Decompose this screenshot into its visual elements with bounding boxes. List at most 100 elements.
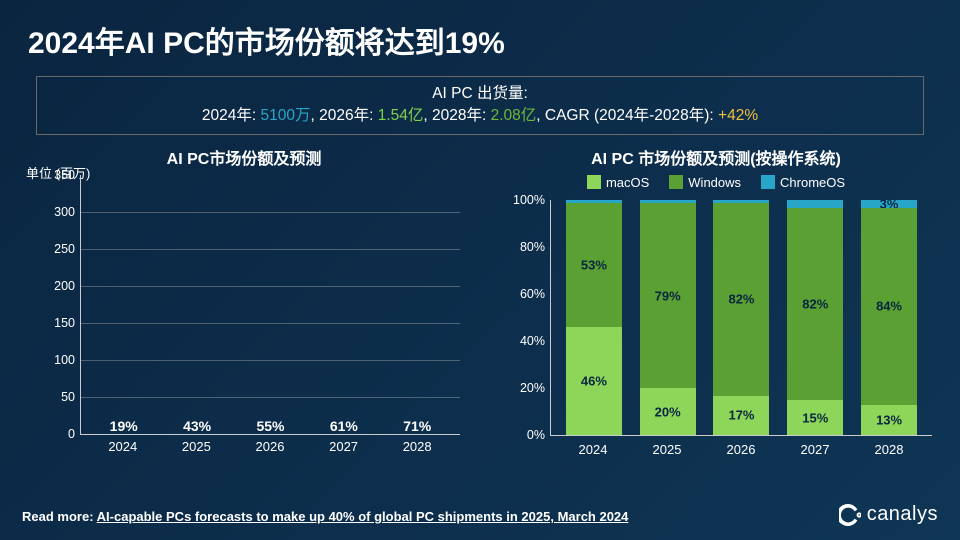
right-xlabel: 2028 [875,442,904,457]
legend-label: Windows [688,175,741,190]
banner-label: , 2026年: [310,107,377,124]
right-chart-title: AI PC 市场份额及预测(按操作系统) [490,145,942,169]
left-ytick: 200 [41,279,75,293]
windows-segment-label: 82% [802,296,828,311]
legend-item: Windows [669,175,741,190]
left-bar-label: 19% [96,418,152,434]
left-x-labels: 2024 2025 2026 2027 2028 [80,435,460,454]
left-ytick: 150 [41,316,75,330]
right-ytick: 40% [505,334,545,348]
macos-segment: 15% [787,400,843,435]
left-ytick: 50 [41,390,75,404]
footnote-link[interactable]: AI-capable PCs forecasts to make up 40% … [97,509,629,524]
left-ytick: 350 [41,168,75,182]
banner-label: 2024年: [202,107,261,124]
charts-row: AI PC市场份额及预测 单位 (百万) 19%43%55%61%71% 050… [0,135,960,458]
right-ytick: 0% [505,428,545,442]
left-ytick: 100 [41,353,75,367]
right-legend: macOS Windows ChromeOS [490,175,942,193]
right-bar: 53% 46% [566,200,622,435]
banner-line2: 2024年: 5100万, 2026年: 1.54亿, 2028年: 2.08亿… [49,105,911,127]
left-gridline [81,323,460,324]
banner-value: 1.54亿 [378,107,424,124]
left-xlabel: 2028 [403,439,432,454]
macos-segment: 13% [861,405,917,436]
windows-segment-label: 79% [655,288,681,303]
right-ytick: 60% [505,287,545,301]
banner-label: , CAGR (2024年-2028年): [536,107,718,124]
left-gridline [81,212,460,213]
right-bar: 82% 17% [713,200,769,435]
legend-label: macOS [606,175,649,190]
macos-segment-label: 15% [802,410,828,425]
banner-value: 5100万 [261,107,311,124]
legend-item: ChromeOS [761,175,845,190]
banner-value: 2.08亿 [491,107,537,124]
macos-segment-label: 17% [728,408,754,423]
windows-segment-label: 53% [581,258,607,273]
macos-segment: 20% [640,388,696,435]
left-gridline [81,360,460,361]
right-bars: 53% 46% 79% 20% 82% 17% 82% 15% 3% 84% 13% [551,200,932,435]
chromeos-segment: 3% [861,200,917,207]
right-ytick: 20% [505,381,545,395]
footnote: Read more: AI-capable PCs forecasts to m… [22,509,628,524]
page-title: 2024年AI PC的市场份额将达到19% [0,0,960,62]
left-xlabel: 2025 [182,439,211,454]
legend-swatch [669,175,683,189]
legend-item: macOS [587,175,649,190]
market-share-chart: AI PC市场份额及预测 单位 (百万) 19%43%55%61%71% 050… [18,141,470,458]
right-xlabel: 2024 [579,442,608,457]
windows-segment: 84% [861,208,917,405]
windows-segment: 82% [787,208,843,401]
banner-line1: AI PC 出货量: [49,83,911,105]
macos-segment-label: 13% [876,413,902,428]
right-bar: 3% 84% 13% [861,200,917,435]
left-ytick: 300 [41,205,75,219]
banner-label: , 2028年: [423,107,490,124]
banner-value: +42% [718,107,758,124]
left-plot-area: 19%43%55%61%71% 050100150200250300350 [80,175,460,435]
chromeos-segment [787,200,843,207]
right-x-labels: 2024 2025 2026 2027 2028 [550,436,932,457]
left-xlabel: 2027 [329,439,358,454]
left-gridline [81,397,460,398]
left-bar-label: 71% [389,418,445,434]
left-bar-label: 43% [169,418,225,434]
footnote-prefix: Read more: [22,509,97,524]
legend-swatch [761,175,775,189]
left-gridline [81,249,460,250]
left-ytick: 0 [41,427,75,441]
windows-segment-label: 82% [728,292,754,307]
right-plot-area: 53%46%79%20%82%17%82%15%3%84%13% 0%20%40… [550,200,932,436]
windows-segment: 79% [640,203,696,389]
legend-label: ChromeOS [780,175,845,190]
left-ytick: 250 [41,242,75,256]
left-bar-label: 61% [316,418,372,434]
left-xlabel: 2024 [108,439,137,454]
brand-logo: canalys [839,503,938,526]
right-bar: 82% 15% [787,200,843,435]
brand-text: canalys [867,503,938,526]
windows-segment: 53% [566,203,622,328]
left-bar-label: 55% [242,418,298,434]
windows-segment: 82% [713,203,769,396]
macos-segment-label: 20% [655,404,681,419]
macos-segment: 46% [566,327,622,435]
macos-segment: 17% [713,396,769,436]
windows-segment-label: 84% [876,299,902,314]
macos-segment-label: 46% [581,374,607,389]
left-xlabel: 2026 [256,439,285,454]
canalys-icon [839,504,861,526]
right-xlabel: 2026 [727,442,756,457]
right-xlabel: 2027 [801,442,830,457]
shipment-banner: AI PC 出货量: 2024年: 5100万, 2026年: 1.54亿, 2… [36,76,924,135]
legend-swatch [587,175,601,189]
right-xlabel: 2025 [653,442,682,457]
right-ytick: 80% [505,240,545,254]
right-ytick: 100% [505,193,545,207]
os-share-chart: AI PC 市场份额及预测(按操作系统) macOS Windows ChromeO… [490,141,942,458]
left-bars: 19% 43% 55% 61% 71% [81,175,460,434]
right-bar: 79% 20% [640,200,696,435]
left-gridline [81,286,460,287]
